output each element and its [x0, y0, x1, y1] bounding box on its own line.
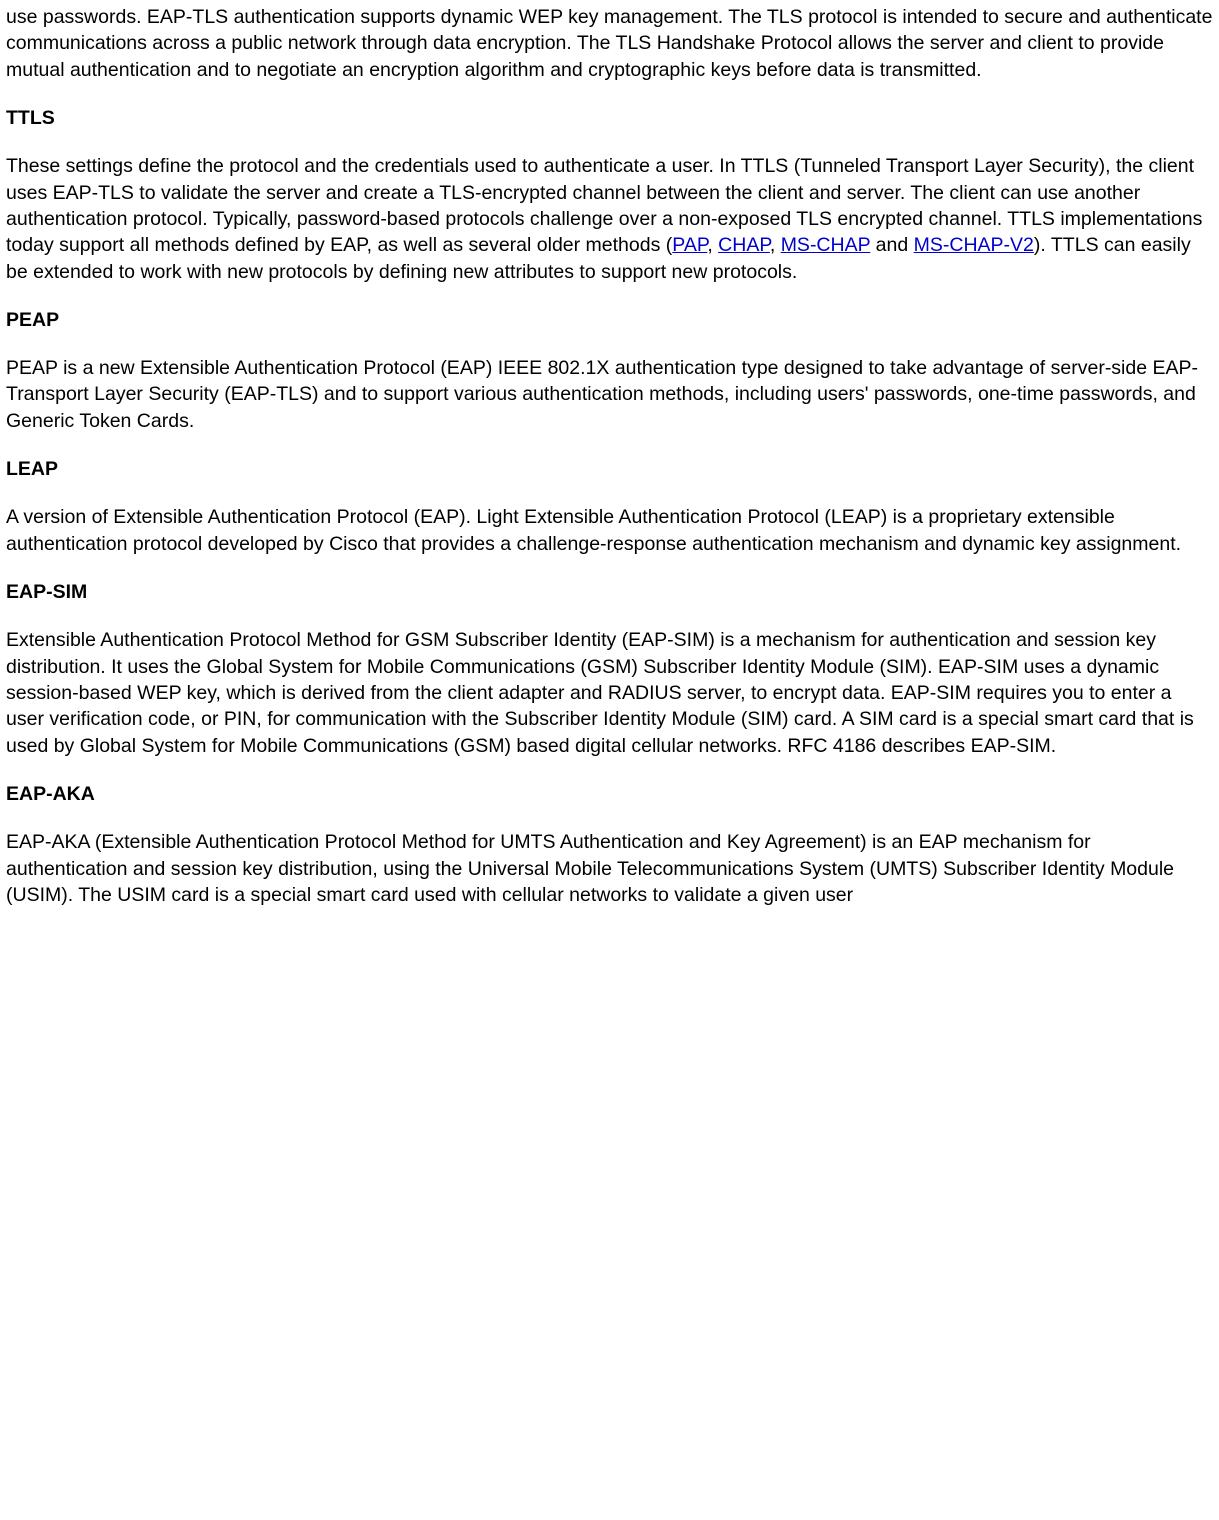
intro-paragraph: use passwords. EAP-TLS authentication su… [6, 4, 1213, 83]
eap-sim-paragraph: Extensible Authentication Protocol Metho… [6, 627, 1213, 759]
peap-heading: PEAP [6, 307, 1213, 333]
ttls-paragraph: These settings define the protocol and t… [6, 153, 1213, 285]
leap-paragraph: A version of Extensible Authentication P… [6, 504, 1213, 557]
link-pap[interactable]: PAP [672, 234, 707, 256]
ttls-sep1: , [707, 234, 718, 256]
ttls-sep3: and [870, 234, 913, 256]
link-ms-chap-v2[interactable]: MS-CHAP-V2 [914, 234, 1034, 256]
link-ms-chap[interactable]: MS-CHAP [781, 234, 871, 256]
leap-heading: LEAP [6, 456, 1213, 482]
eap-aka-paragraph: EAP-AKA (Extensible Authentication Proto… [6, 829, 1213, 908]
eap-sim-heading: EAP-SIM [6, 579, 1213, 605]
eap-aka-heading: EAP-AKA [6, 781, 1213, 807]
ttls-sep2: , [770, 234, 781, 256]
peap-paragraph: PEAP is a new Extensible Authentication … [6, 355, 1213, 434]
link-chap[interactable]: CHAP [718, 234, 770, 256]
ttls-heading: TTLS [6, 105, 1213, 131]
